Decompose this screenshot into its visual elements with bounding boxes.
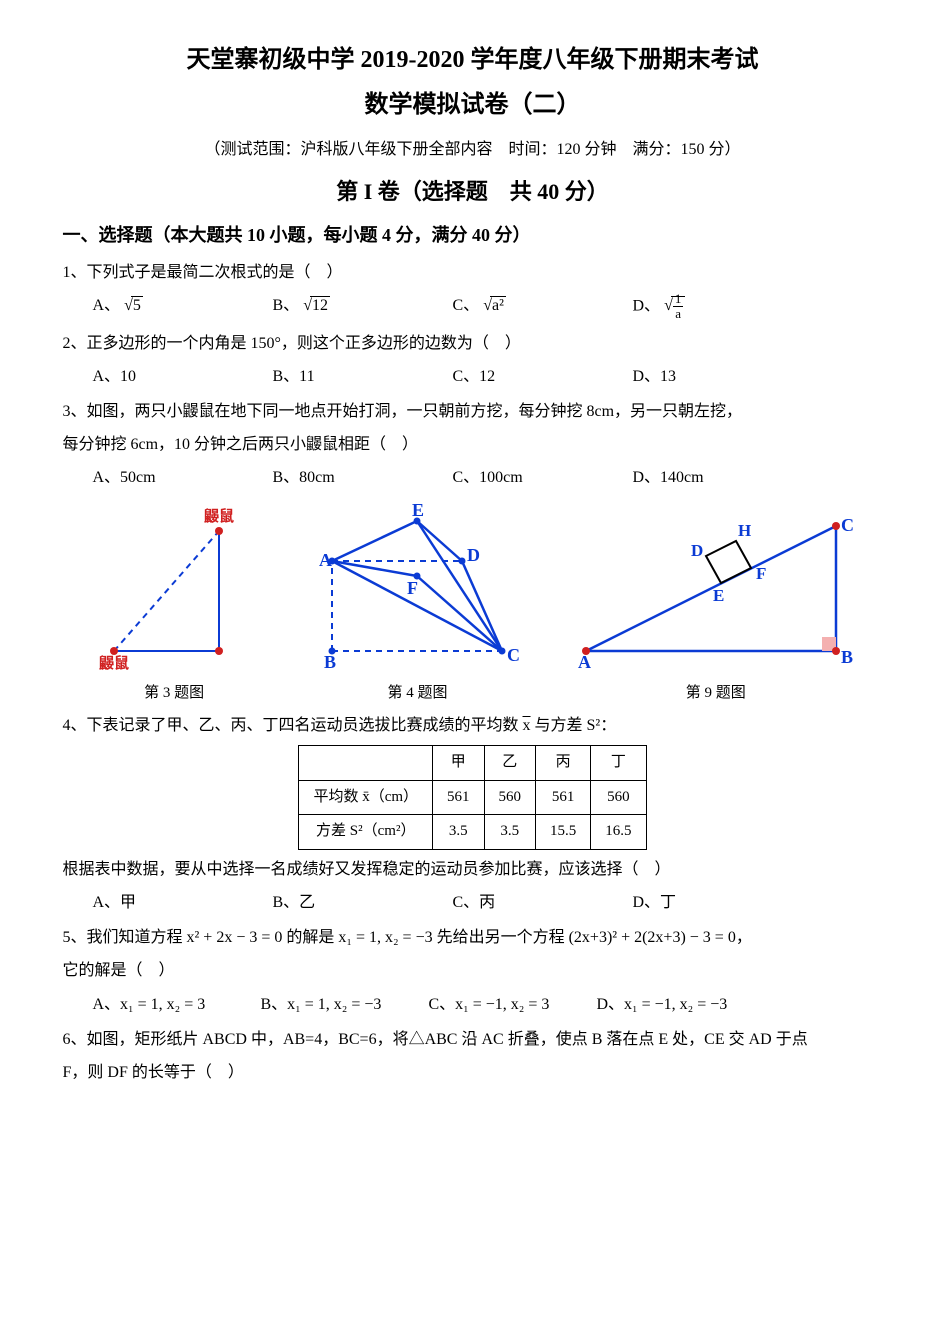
svg-text:F: F — [756, 564, 766, 583]
q5-options: A、x₁ = 1, x₂ = 3 B、x₁ = 1, x₂ = −3 C、x₁ … — [93, 991, 883, 1018]
sqrt-icon: 12 — [303, 292, 330, 319]
q2-optB: B、11 — [273, 363, 413, 390]
svg-text:D: D — [467, 545, 480, 565]
sqrt-icon: a² — [483, 292, 506, 319]
q5-optC: C、x₁ = −1, x₂ = 3 — [429, 991, 569, 1018]
caption-q3: 第 3 题图 — [79, 681, 269, 707]
q1-optA: A、 5 — [93, 292, 233, 322]
svg-text:A: A — [319, 550, 332, 570]
svg-text:A: A — [578, 652, 591, 671]
q5-optD: D、x₁ = −1, x₂ = −3 — [597, 991, 737, 1018]
q4-stem: 4、下表记录了甲、乙、丙、丁四名运动员选拔比赛成绩的平均数 x 与方差 S²： — [63, 712, 883, 739]
q5-optB: B、x₁ = 1, x₂ = −3 — [261, 991, 401, 1018]
q4-table: 甲 乙 丙 丁 平均数 x̄（cm） 561 560 561 560 方差 S²… — [298, 745, 646, 850]
title-line1: 天堂寨初级中学 2019-2020 学年度八年级下册期末考试 — [63, 40, 883, 81]
q4-options: A、甲 B、乙 C、丙 D、丁 — [93, 889, 883, 916]
q3-optC: C、100cm — [453, 464, 593, 491]
svg-text:B: B — [324, 652, 336, 671]
q1-stem: 1、下列式子是最简二次根式的是（ ） — [63, 259, 883, 286]
q1-options: A、 5 B、 12 C、 a² D、 1a — [93, 292, 883, 322]
svg-text:C: C — [507, 645, 520, 665]
svg-text:E: E — [412, 501, 424, 520]
q3-options: A、50cm B、80cm C、100cm D、140cm — [93, 464, 883, 491]
q4-optC: C、丙 — [453, 889, 593, 916]
scope-line: （测试范围：沪科版八年级下册全部内容 时间：120 分钟 满分：150 分） — [63, 136, 883, 163]
q5-optA: A、x₁ = 1, x₂ = 3 — [93, 991, 233, 1018]
svg-text:E: E — [713, 586, 724, 605]
figure-q9: A B C D E F H 第 9 题图 — [566, 501, 866, 706]
figure-q4: A B C D E F 第 4 题图 — [302, 501, 532, 706]
q3-stem-a: 3、如图，两只小鼹鼠在地下同一地点开始打洞，一只朝前方挖，每分钟挖 8cm，另一… — [63, 398, 883, 425]
svg-text:B: B — [841, 647, 853, 667]
table-row: 方差 S²（cm²） 3.5 3.5 15.5 16.5 — [299, 815, 646, 850]
q3-stem-b: 每分钟挖 6cm，10 分钟之后两只小鼹鼠相距（ ） — [63, 431, 883, 458]
svg-text:C: C — [841, 515, 854, 535]
table-row: 平均数 x̄（cm） 561 560 561 560 — [299, 780, 646, 815]
table-row: 甲 乙 丙 丁 — [299, 746, 646, 781]
q2-optC: C、12 — [453, 363, 593, 390]
sqrt-icon: 1a — [664, 292, 685, 322]
q1-optB: B、 12 — [273, 292, 413, 322]
q2-optD: D、13 — [633, 363, 773, 390]
svg-text:H: H — [738, 521, 751, 540]
q4-optB: B、乙 — [273, 889, 413, 916]
figure-q3: 鼹鼠 鼹鼠 第 3 题图 — [79, 501, 269, 706]
sqrt-icon: 5 — [124, 292, 143, 319]
caption-q9: 第 9 题图 — [566, 681, 866, 707]
label-mole-bottom: 鼹鼠 — [98, 654, 129, 671]
section1-heading: 一、选择题（本大题共 10 小题，每小题 4 分，满分 40 分） — [63, 220, 883, 251]
q4-optD: D、丁 — [633, 889, 773, 916]
q6-stem-b: F，则 DF 的长等于（ ） — [63, 1059, 883, 1086]
q3-optD: D、140cm — [633, 464, 773, 491]
q2-stem: 2、正多边形的一个内角是 150°，则这个正多边形的边数为（ ） — [63, 330, 883, 357]
q3-optB: B、80cm — [273, 464, 413, 491]
q5-stem-a: 5、我们知道方程 x² + 2x − 3 = 0 的解是 x₁ = 1, x₂ … — [63, 924, 883, 951]
q4-optA: A、甲 — [93, 889, 233, 916]
figures-row: 鼹鼠 鼹鼠 第 3 题图 A B C D — [63, 501, 883, 706]
part1-heading: 第 I 卷（选择题 共 40 分） — [63, 173, 883, 210]
q2-optA: A、10 — [93, 363, 233, 390]
caption-q4: 第 4 题图 — [302, 681, 532, 707]
q3-optA: A、50cm — [93, 464, 233, 491]
label-mole-top: 鼹鼠 — [203, 507, 234, 525]
q2-options: A、10 B、11 C、12 D、13 — [93, 363, 883, 390]
svg-text:D: D — [691, 541, 703, 560]
svg-text:F: F — [407, 578, 418, 598]
q5-stem-b: 它的解是（ ） — [63, 957, 883, 984]
q1-optC: C、 a² — [453, 292, 593, 322]
title-line2: 数学模拟试卷（二） — [63, 85, 883, 126]
q4-stem-after: 根据表中数据，要从中选择一名成绩好又发挥稳定的运动员参加比赛，应该选择（ ） — [63, 856, 883, 883]
q6-stem-a: 6、如图，矩形纸片 ABCD 中，AB=4，BC=6，将△ABC 沿 AC 折叠… — [63, 1026, 883, 1053]
q1-optD: D、 1a — [633, 292, 773, 322]
